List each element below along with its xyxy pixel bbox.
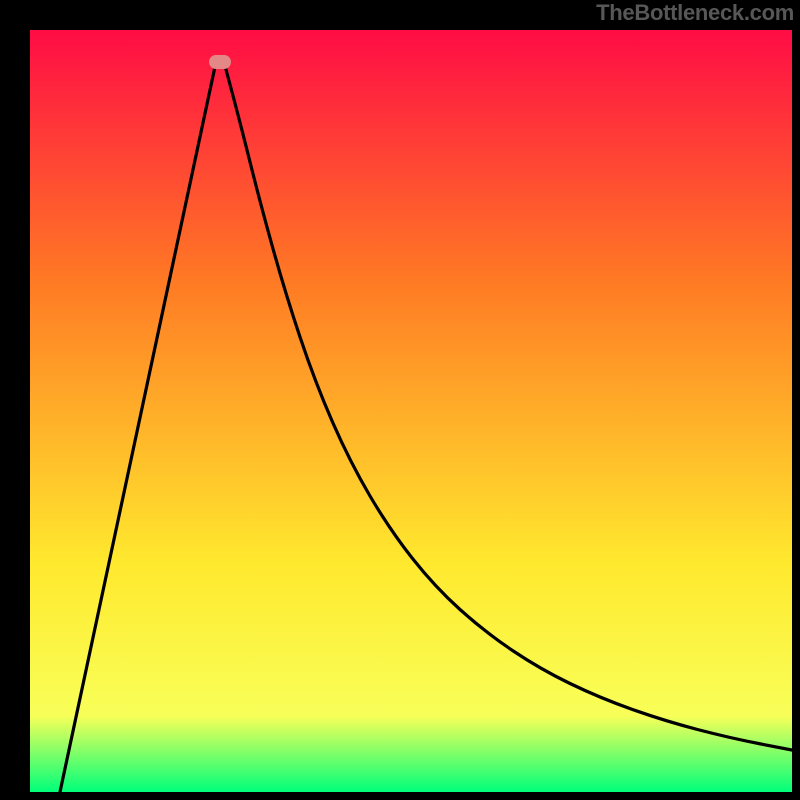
curve-right-branch	[224, 62, 792, 750]
chart-container: TheBottleneck.com	[0, 0, 800, 800]
plot-area	[30, 30, 792, 792]
watermark-label: TheBottleneck.com	[596, 0, 794, 26]
curve-svg	[30, 30, 792, 792]
curve-left-branch	[60, 62, 216, 792]
min-marker	[209, 55, 231, 69]
